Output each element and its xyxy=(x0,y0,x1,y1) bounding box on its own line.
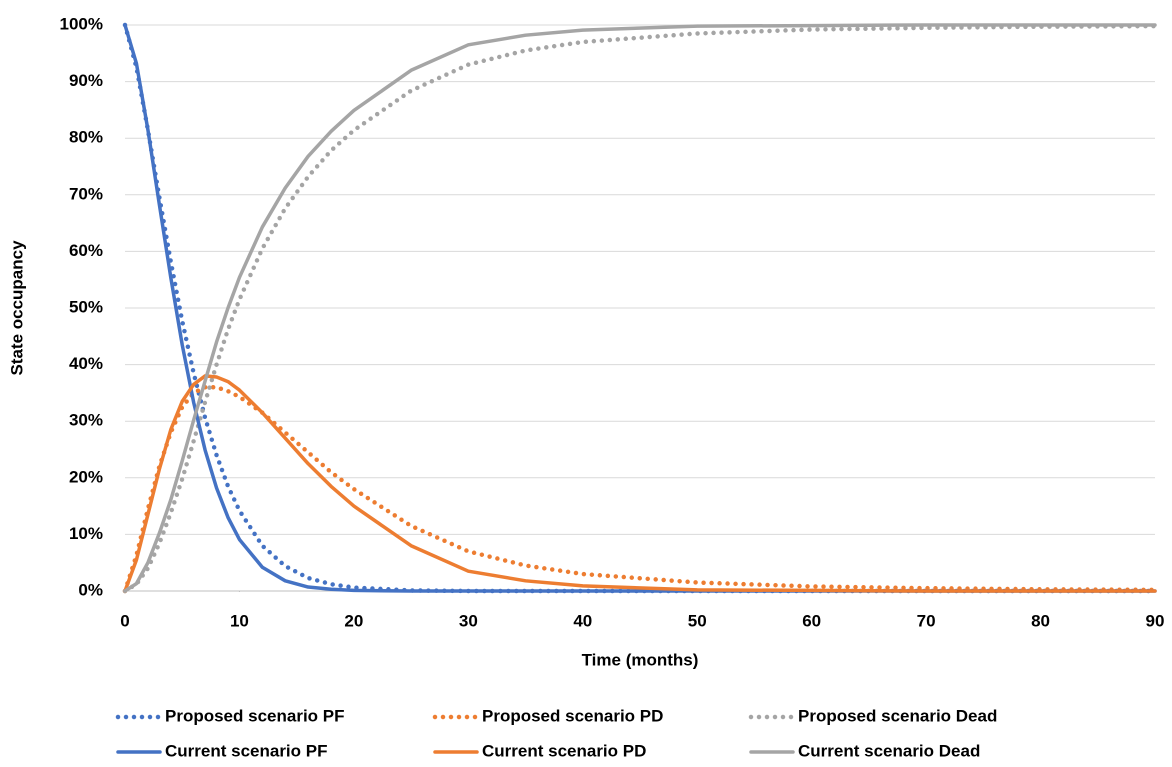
x-tick-label: 30 xyxy=(459,611,478,630)
y-tick-label: 50% xyxy=(69,297,103,316)
x-tick-label: 20 xyxy=(344,611,363,630)
series-line xyxy=(123,374,1157,593)
x-tick-label: 0 xyxy=(120,611,129,630)
y-tick-label: 70% xyxy=(69,184,103,203)
series-line xyxy=(122,384,1158,594)
y-tick-label: 20% xyxy=(69,467,103,486)
x-tick-label: 60 xyxy=(802,611,821,630)
y-tick-label: 30% xyxy=(69,411,103,430)
y-tick-label: 40% xyxy=(69,354,103,373)
x-axis-title: Time (months) xyxy=(582,650,699,669)
legend-label: Current scenario Dead xyxy=(798,741,980,760)
x-tick-label: 70 xyxy=(917,611,936,630)
y-axis-title: State occupancy xyxy=(7,240,26,376)
x-tick-label: 90 xyxy=(1146,611,1165,630)
x-tick-label: 80 xyxy=(1031,611,1050,630)
legend-label: Proposed scenario PF xyxy=(165,706,345,725)
legend-label: Current scenario PF xyxy=(165,741,328,760)
y-tick-label: 80% xyxy=(69,128,103,147)
y-tick-label: 90% xyxy=(69,71,103,90)
legend-label: Proposed scenario PD xyxy=(482,706,663,725)
legend-label: Proposed scenario Dead xyxy=(798,706,997,725)
x-tick-label: 40 xyxy=(573,611,592,630)
y-tick-label: 100% xyxy=(60,14,103,33)
legend-label: Current scenario PD xyxy=(482,741,646,760)
y-tick-label: 10% xyxy=(69,524,103,543)
x-tick-label: 50 xyxy=(688,611,707,630)
y-tick-label: 0% xyxy=(78,580,103,599)
series-line xyxy=(122,23,1158,594)
series-line xyxy=(123,23,1157,593)
x-tick-label: 10 xyxy=(230,611,249,630)
y-tick-label: 60% xyxy=(69,241,103,260)
series-line xyxy=(122,22,1158,594)
